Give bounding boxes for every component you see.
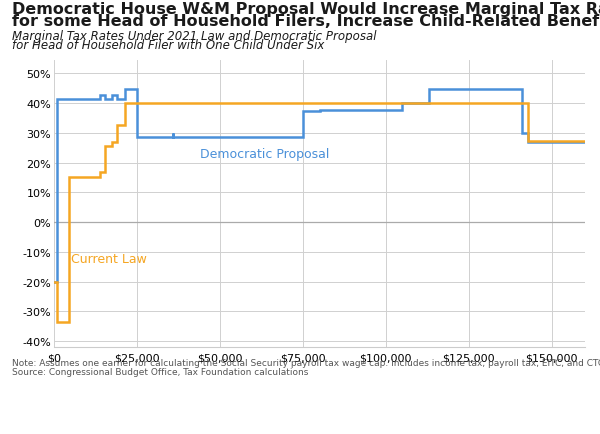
Text: for some Head of Household Filers, Increase Child-Related Benefits: for some Head of Household Filers, Incre… bbox=[12, 14, 600, 29]
Text: Source: Congressional Budget Office, Tax Foundation calculations: Source: Congressional Budget Office, Tax… bbox=[12, 367, 308, 376]
Text: Marginal Tax Rates Under 2021 Law and Democratic Proposal: Marginal Tax Rates Under 2021 Law and De… bbox=[12, 30, 377, 43]
Text: Note: Assumes one earner for calculating the Social Security payroll tax wage ca: Note: Assumes one earner for calculating… bbox=[12, 358, 600, 367]
Text: @TaxFoundation: @TaxFoundation bbox=[485, 412, 588, 425]
Text: for Head of Household Filer with One Child Under Six: for Head of Household Filer with One Chi… bbox=[12, 39, 325, 52]
Text: TAX FOUNDATION: TAX FOUNDATION bbox=[12, 411, 151, 425]
Text: Current Law: Current Law bbox=[71, 253, 147, 266]
Text: Democratic House W&M Proposal Would Increase Marginal Tax Rates: Democratic House W&M Proposal Would Incr… bbox=[12, 2, 600, 17]
Text: Democratic Proposal: Democratic Proposal bbox=[200, 148, 329, 161]
